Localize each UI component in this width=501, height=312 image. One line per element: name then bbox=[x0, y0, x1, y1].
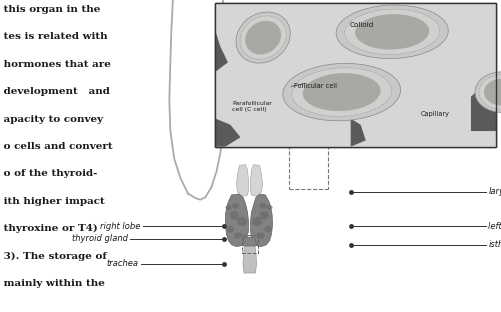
Polygon shape bbox=[225, 194, 248, 246]
Text: trachea: trachea bbox=[107, 259, 139, 268]
Ellipse shape bbox=[240, 16, 286, 59]
Text: mainly within the: mainly within the bbox=[0, 279, 105, 288]
Ellipse shape bbox=[267, 205, 273, 210]
Polygon shape bbox=[250, 194, 273, 246]
Text: right lobe: right lobe bbox=[100, 222, 140, 231]
Text: Parafollicular
cell (C cell): Parafollicular cell (C cell) bbox=[232, 101, 272, 112]
Ellipse shape bbox=[245, 21, 281, 55]
Text: larynx: larynx bbox=[488, 188, 501, 196]
Polygon shape bbox=[236, 165, 248, 196]
Polygon shape bbox=[243, 237, 256, 246]
Ellipse shape bbox=[236, 12, 290, 63]
Bar bbox=[242, 235, 258, 253]
Ellipse shape bbox=[355, 14, 429, 50]
Ellipse shape bbox=[475, 72, 501, 112]
Text: thyroxine or T4): thyroxine or T4) bbox=[0, 224, 98, 233]
Text: o cells and convert: o cells and convert bbox=[0, 142, 113, 151]
Ellipse shape bbox=[257, 232, 265, 239]
Text: development   and: development and bbox=[0, 87, 110, 96]
Polygon shape bbox=[215, 119, 240, 147]
Ellipse shape bbox=[292, 68, 392, 116]
Text: ith higher impact: ith higher impact bbox=[0, 197, 105, 206]
Ellipse shape bbox=[283, 63, 401, 121]
Ellipse shape bbox=[336, 5, 448, 59]
Polygon shape bbox=[250, 165, 263, 196]
Text: thyroid gland: thyroid gland bbox=[72, 234, 128, 243]
Ellipse shape bbox=[237, 217, 247, 226]
Ellipse shape bbox=[227, 226, 234, 233]
Polygon shape bbox=[471, 87, 496, 131]
Ellipse shape bbox=[303, 73, 381, 111]
Text: this organ in the: this organ in the bbox=[0, 5, 100, 14]
Ellipse shape bbox=[260, 211, 269, 220]
Text: Follicular cell: Follicular cell bbox=[294, 83, 337, 89]
Polygon shape bbox=[243, 246, 257, 273]
Ellipse shape bbox=[234, 232, 242, 239]
Ellipse shape bbox=[231, 203, 239, 209]
Text: left lobe: left lobe bbox=[488, 222, 501, 231]
Bar bbox=[215, 3, 496, 147]
Text: hormones that are: hormones that are bbox=[0, 60, 111, 69]
Ellipse shape bbox=[265, 226, 272, 233]
Text: isthmus: isthmus bbox=[488, 241, 501, 249]
Text: apacity to convey: apacity to convey bbox=[0, 115, 103, 124]
Ellipse shape bbox=[225, 205, 231, 210]
Ellipse shape bbox=[260, 203, 267, 209]
Ellipse shape bbox=[484, 79, 501, 105]
Polygon shape bbox=[215, 31, 228, 72]
Polygon shape bbox=[351, 119, 366, 147]
Text: Colloid: Colloid bbox=[349, 22, 374, 28]
Ellipse shape bbox=[479, 75, 501, 109]
Text: tes is related with: tes is related with bbox=[0, 32, 108, 41]
Text: o of the thyroid-: o of the thyroid- bbox=[0, 169, 97, 178]
Text: 3). The storage of: 3). The storage of bbox=[0, 252, 107, 261]
Text: Capillary: Capillary bbox=[420, 111, 449, 117]
Ellipse shape bbox=[345, 9, 440, 55]
Bar bbox=[215, 3, 496, 147]
Ellipse shape bbox=[230, 211, 239, 220]
Bar bbox=[215, 3, 496, 147]
Ellipse shape bbox=[252, 217, 262, 226]
